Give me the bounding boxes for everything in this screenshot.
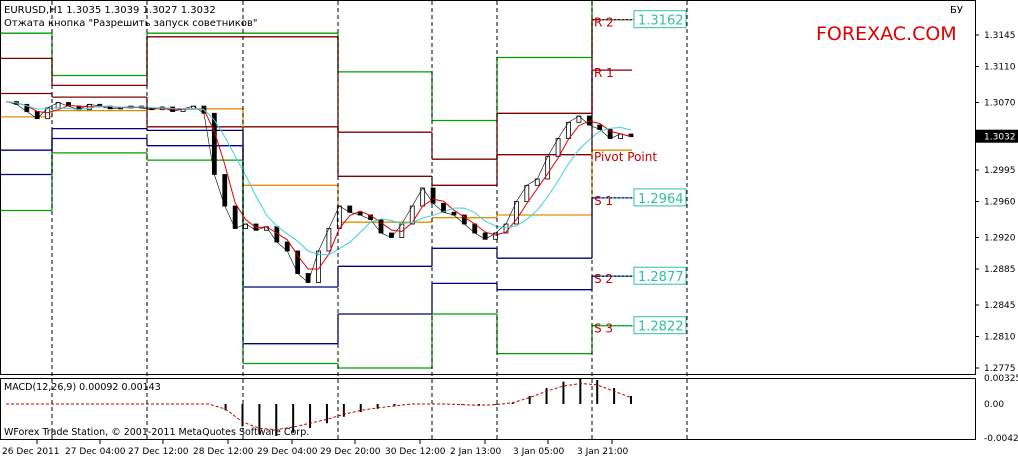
- main-pane: [0, 0, 976, 375]
- symbol-title: EURUSD,H1 1.3035 1.3039 1.3027 1.3032: [4, 5, 216, 16]
- level-name: R 1: [594, 66, 614, 80]
- level-name: R 2: [594, 16, 614, 30]
- macd-tick-label: 0.00325: [984, 374, 1018, 384]
- time-label: 26 Dec 2011: [2, 447, 60, 457]
- macd-tick-label: -0.00425: [984, 434, 1018, 444]
- time-label: 27 Dec 12:00: [128, 447, 189, 457]
- price-tick-label: 1.2920: [984, 234, 1016, 244]
- level-name: S 1: [594, 194, 613, 208]
- macd-pane: [0, 378, 976, 440]
- level-box: [633, 188, 687, 207]
- time-label: 29 Dec 20:00: [320, 447, 381, 457]
- level-box: [633, 316, 687, 335]
- level-box: [633, 10, 687, 29]
- price-tick-label: 1.2775: [984, 364, 1016, 374]
- ea-notice: Отжата кнопка "Разрешить запуск советник…: [4, 18, 257, 29]
- price-tick-label: 1.3070: [984, 99, 1016, 109]
- time-label: 3 Jan 05:00: [513, 447, 565, 457]
- level-value: 1.2822: [638, 320, 684, 335]
- price-tick-label: 1.2960: [984, 198, 1016, 208]
- ma-slow: [5, 101, 632, 256]
- level-value: 1.2964: [638, 192, 684, 207]
- time-label: 27 Dec 04:00: [65, 447, 126, 457]
- close-line: [5, 101, 632, 284]
- time-label: 30 Dec 12:00: [385, 447, 446, 457]
- time-label: 2 Jan 13:00: [450, 447, 502, 457]
- level-box: [633, 266, 687, 285]
- macd-title: MACD(12,26,9) 0.00092 0.00143: [4, 382, 161, 393]
- current-price: 1.3032: [984, 133, 1016, 143]
- macd-tick-label: 0.00: [984, 400, 1004, 410]
- time-label: 29 Dec 04:00: [257, 447, 318, 457]
- time-label: 3 Jan 21:00: [577, 447, 629, 457]
- current-price-box: [976, 129, 1018, 143]
- level-value: 1.3162: [638, 14, 684, 29]
- price-tick-label: 1.2810: [984, 333, 1016, 343]
- macd-signal: [6, 383, 632, 431]
- price-tick-label: 1.2995: [984, 166, 1016, 176]
- time-label: 28 Dec 12:00: [193, 447, 254, 457]
- footer: WForex Trade Station, © 2001-2011 MetaQu…: [4, 427, 309, 438]
- badge: БУ: [950, 5, 963, 16]
- price-tick-label: 1.2885: [984, 265, 1016, 275]
- level-name: Pivot Point: [594, 150, 657, 164]
- level-name: S 3: [594, 322, 613, 336]
- level-value: 1.2877: [638, 270, 684, 285]
- price-tick-label: 1.2845: [984, 301, 1016, 311]
- watermark: FOREXAC.COM: [816, 23, 957, 45]
- price-tick-label: 1.3110: [984, 63, 1016, 73]
- price-tick-label: 1.3145: [984, 31, 1016, 41]
- level-name: S 2: [594, 272, 613, 286]
